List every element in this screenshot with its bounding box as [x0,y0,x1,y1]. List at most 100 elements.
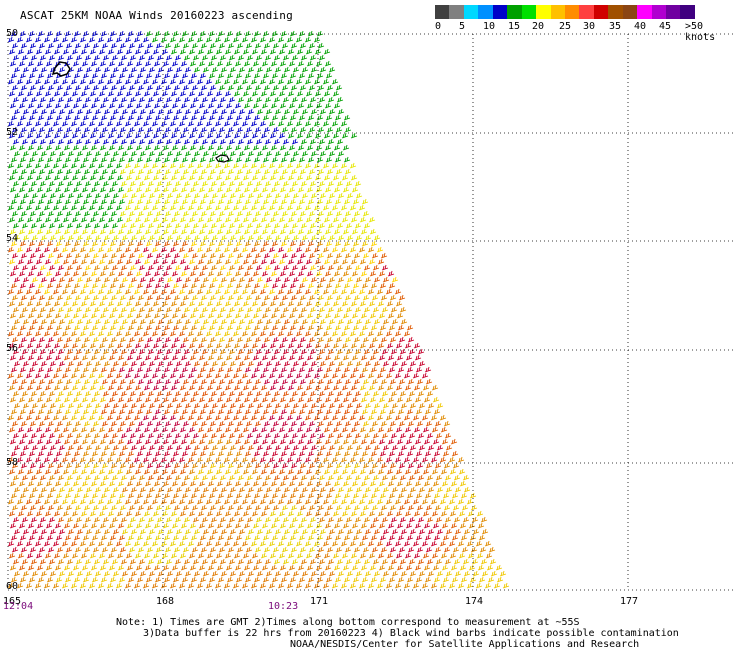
wind-barb [54,396,62,403]
wind-barb [241,120,249,127]
wind-barb [287,300,295,307]
legend-swatch [637,5,652,19]
wind-barb [305,216,313,223]
wind-barb [188,300,196,307]
wind-barb [174,306,182,313]
wind-barb [210,432,218,439]
wind-barb [136,114,144,121]
wind-barb [315,312,323,319]
time-label: 10:23 [268,601,299,612]
wind-barb [54,228,62,235]
wind-barb [229,150,237,157]
wind-barb [202,360,210,367]
wind-barb [55,114,63,121]
wind-barb [421,414,429,421]
wind-barb [111,516,119,523]
wind-barb [451,492,459,499]
wind-barb [397,534,405,541]
wind-barb [269,468,277,475]
wind-barb [156,558,164,565]
wind-barb [331,162,339,169]
wind-barb [278,132,286,139]
wind-barb [378,270,386,277]
wind-barb [99,480,107,487]
wind-barb [7,162,15,169]
wind-barb [162,480,170,487]
wind-barb [318,432,326,439]
wind-barb [273,432,281,439]
wind-barb [299,336,307,343]
wind-barb [172,282,180,289]
wind-barb [83,294,91,301]
wind-barb [118,492,126,499]
wind-barb [11,546,19,553]
wind-barb [54,480,62,487]
wind-barb [188,426,196,433]
wind-barb [228,138,236,145]
legend-swatch [651,5,666,19]
wind-barb [336,432,344,439]
wind-barb [26,342,34,349]
wind-barb [332,510,340,517]
wind-barb [241,78,249,85]
wind-barb [46,408,54,415]
wind-barb [79,498,87,505]
wind-barb [229,528,237,535]
longitude-label: 165 [3,596,22,607]
wind-barb [288,270,296,277]
wind-barb [369,270,377,277]
wind-barb [353,462,361,469]
wind-barb [324,60,332,67]
wind-barb [202,150,210,157]
wind-barb [110,210,118,217]
wind-barb [22,318,30,325]
wind-barb [179,426,187,433]
wind-barb [242,426,250,433]
wind-barb [385,582,393,589]
wind-barb [31,318,39,325]
wind-barb [209,420,217,427]
wind-barb [479,546,487,553]
wind-barb [22,570,30,577]
latitude-label: 50 [6,28,19,39]
wind-barb [304,78,312,85]
wind-barb [71,48,79,55]
wind-barb [396,438,404,445]
wind-barb [352,324,360,331]
wind-barb [138,306,146,313]
wind-barb [274,276,282,283]
wind-barb [274,486,282,493]
wind-barb [407,420,415,427]
wind-barb [147,306,155,313]
wind-barb [243,354,251,361]
wind-barb [382,360,390,367]
wind-barb [9,60,17,67]
wind-barb [29,378,37,385]
wind-barb [199,450,207,457]
legend-label: 0 [435,21,442,32]
wind-barb [256,444,264,451]
wind-barb [35,384,43,391]
wind-barb [268,36,276,43]
wind-barb [112,150,120,157]
wind-barb [108,228,116,235]
wind-barb [363,264,371,271]
wind-barb [323,90,331,97]
wind-barb [274,402,282,409]
wind-barb [282,390,290,397]
wind-barb [371,504,379,511]
wind-barb [288,480,296,487]
wind-barb [308,546,316,553]
wind-barb [243,480,251,487]
wind-barb [52,414,60,421]
wind-barb [181,72,189,79]
wind-barb [433,492,441,499]
wind-barb [66,306,74,313]
wind-barb [282,138,290,145]
wind-barb [282,180,290,187]
wind-barb [350,132,358,139]
wind-barb [98,552,106,559]
wind-barb [270,102,278,109]
wind-barb [254,546,262,553]
wind-barb [289,492,297,499]
